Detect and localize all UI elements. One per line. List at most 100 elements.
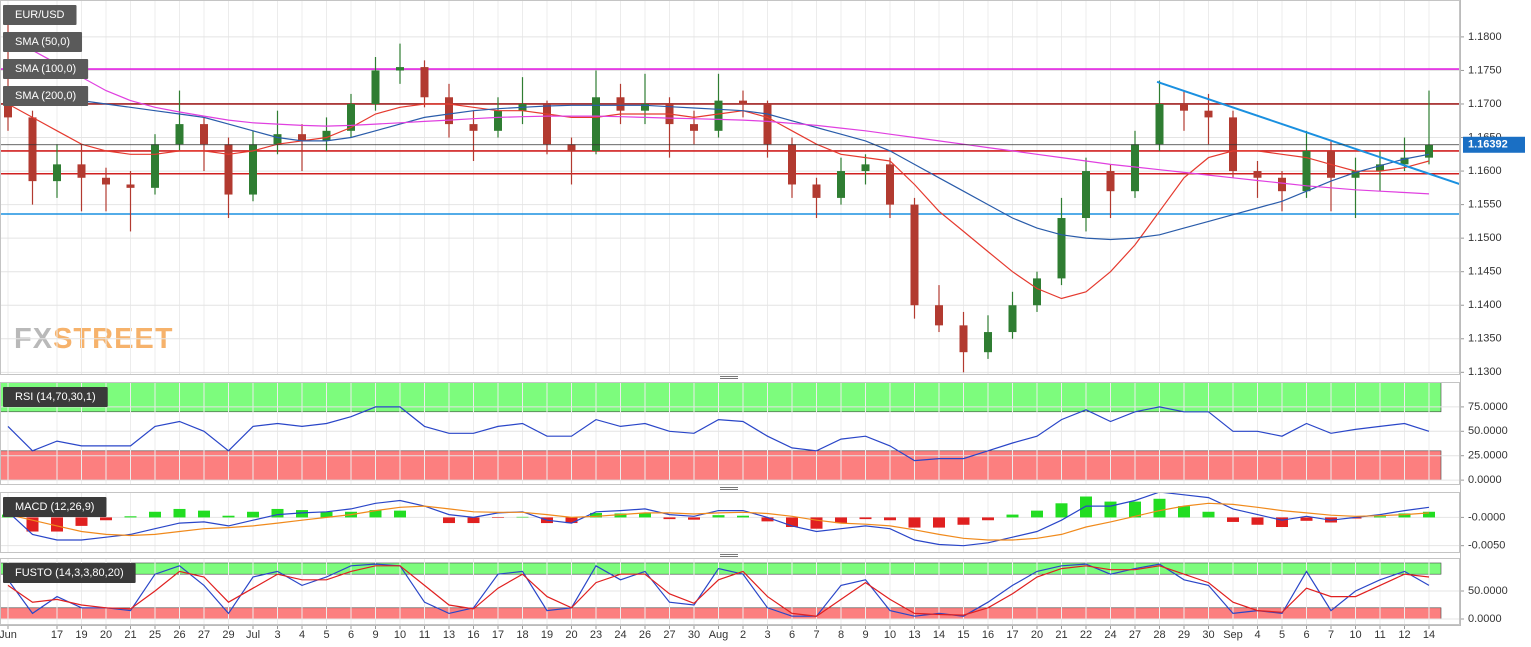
candle-body [151, 144, 159, 188]
macd-histogram-bar [247, 511, 259, 518]
macd-histogram-bar [933, 517, 945, 528]
candle-body [249, 144, 257, 195]
macd-histogram-bar [737, 515, 749, 518]
candle-body [469, 124, 478, 131]
candle-body [273, 134, 282, 145]
pane-border [0, 558, 1460, 625]
x-tick-label: 6 [1303, 629, 1309, 641]
label-box [3, 387, 108, 407]
series-line [7, 36, 1430, 195]
candle-body [420, 67, 429, 98]
candle-body [1229, 117, 1237, 172]
candle-body [910, 204, 919, 306]
macd-histogram-bar [394, 510, 406, 518]
candle-body [4, 97, 12, 118]
macd-histogram-bar [1080, 496, 1092, 518]
x-tick-label: 28 [1153, 629, 1165, 641]
y-tick-label: -0.0000 [1468, 511, 1505, 523]
series-line [7, 406, 1430, 462]
y-tick-label: 1.1550 [1468, 199, 1502, 211]
pane-label: SMA (100,0) [15, 63, 76, 75]
macd-histogram-bar [320, 511, 333, 518]
macd-histogram-bar [467, 517, 480, 524]
macd-histogram-bar [443, 517, 455, 524]
label-box [3, 497, 107, 517]
macd-histogram-bar [639, 513, 651, 518]
macd-histogram-bar [1398, 513, 1411, 518]
y-tick-label: 1.1400 [1468, 299, 1502, 311]
x-tick-label: 19 [541, 629, 553, 641]
x-tick-label: 30 [1202, 629, 1214, 641]
zone [0, 607, 1442, 620]
x-tick-label: 13 [908, 629, 920, 641]
x-tick-label: 21 [1055, 629, 1067, 641]
series-line [7, 502, 1430, 541]
x-tick-label: 15 [957, 629, 969, 641]
pane-border [0, 382, 1460, 485]
x-tick-label: 16 [467, 629, 479, 641]
candle-body [1204, 110, 1213, 118]
macd-histogram-bar [663, 517, 676, 520]
x-tick-label: 4 [1254, 629, 1260, 641]
y-tick-label: 0.0000 [1468, 613, 1502, 625]
candle-body [984, 332, 992, 353]
y-tick-label: 25.0000 [1468, 450, 1508, 462]
candle-body [1131, 144, 1139, 192]
y-tick-label: -0.0050 [1468, 540, 1505, 552]
candle-body [763, 103, 772, 145]
macd-histogram-bar [1006, 514, 1019, 518]
x-tick-label: 25 [149, 629, 161, 641]
y-tick-label: 0.0000 [1468, 474, 1502, 486]
series-line [7, 565, 1430, 617]
x-tick-label: 10 [394, 629, 406, 641]
y-tick-label: 1.1300 [1468, 366, 1502, 378]
label-box [3, 32, 83, 52]
candle-body [1351, 171, 1360, 178]
y-tick-label: 1.1600 [1468, 165, 1502, 177]
x-tick-label: 5 [1279, 629, 1285, 641]
candle-body [1376, 164, 1384, 172]
macd-histogram-bar [810, 517, 823, 529]
x-tick-label: 17 [1006, 629, 1018, 641]
candle-body [1057, 218, 1066, 279]
candle-body [1008, 305, 1017, 333]
label-box [3, 59, 89, 79]
macd-histogram-bar [198, 510, 210, 518]
x-tick-label: 17 [51, 629, 63, 641]
candle-body [1400, 157, 1409, 165]
macd-histogram-bar [835, 517, 847, 524]
x-tick-label: 6 [348, 629, 354, 641]
x-tick-label: 14 [1423, 629, 1435, 641]
x-tick-label: 27 [663, 629, 675, 641]
macd-histogram-bar [565, 517, 578, 524]
x-tick-label: 2 [740, 629, 746, 641]
series-line [7, 90, 1430, 241]
y-tick-label: 1.1750 [1468, 64, 1502, 76]
candle-body [1253, 171, 1262, 178]
candle-body [714, 100, 723, 131]
candle-body [347, 103, 355, 131]
macd-histogram-bar [369, 510, 382, 518]
x-tick-label: 9 [372, 629, 378, 641]
x-tick-label: 16 [982, 629, 994, 641]
x-tick-label: 18 [516, 629, 528, 641]
candle-body [935, 305, 943, 326]
candle-body [812, 184, 821, 198]
y-tick-label: 1.1700 [1468, 98, 1502, 110]
macd-histogram-bar [786, 517, 798, 528]
candle-body [77, 164, 86, 178]
pane-handles [720, 376, 738, 557]
macd-histogram-bar [516, 516, 529, 518]
pane-label: SMA (200,0) [15, 90, 76, 102]
macd-histogram-bar [1227, 517, 1239, 522]
macd-histogram-bar [1374, 516, 1386, 518]
macd-histogram-bar [1055, 503, 1068, 518]
y-tick-label: 1.1350 [1468, 333, 1502, 345]
candle-body [616, 97, 625, 111]
macd-histogram-bar [1276, 517, 1288, 528]
x-tick-label: 24 [614, 629, 626, 641]
candle-body [175, 124, 184, 145]
x-tick-label: 5 [323, 629, 329, 641]
